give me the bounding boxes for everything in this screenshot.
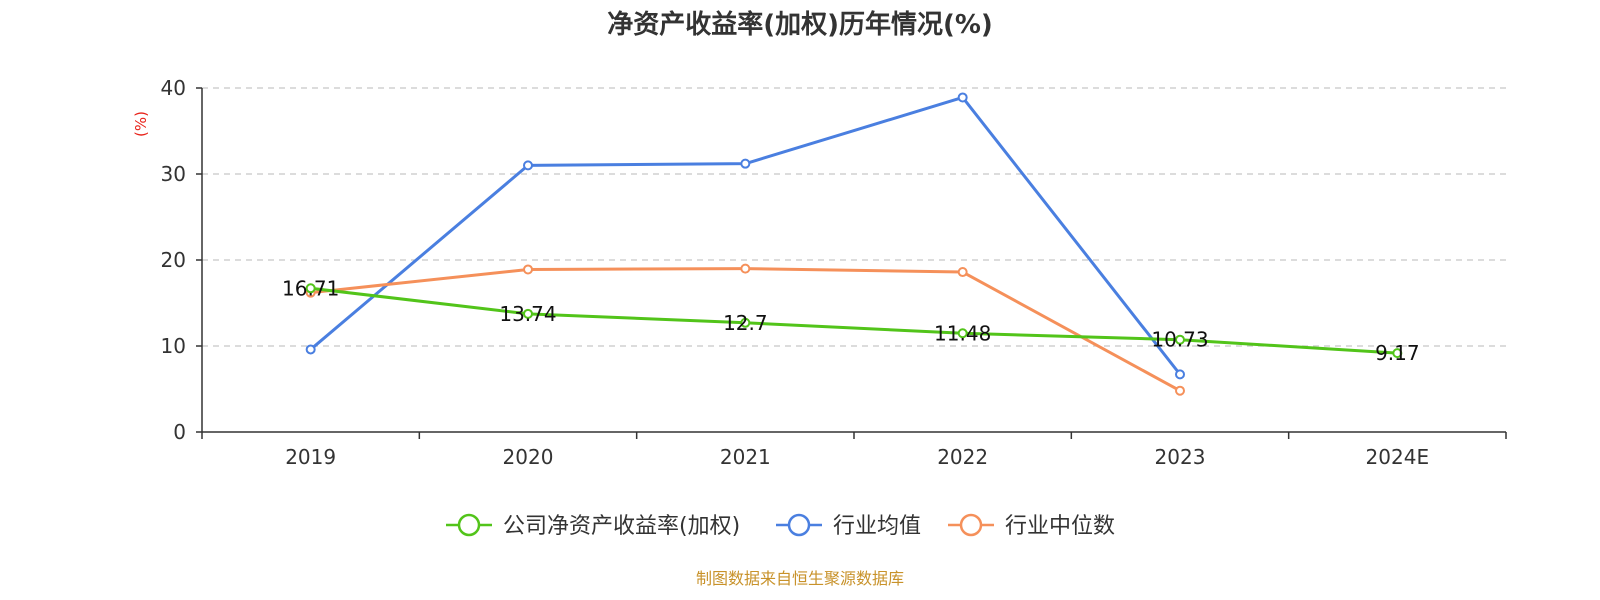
- data-point: [1175, 385, 1185, 396]
- data-point: [1392, 348, 1403, 359]
- chart-title: 净资产收益率(加权)历年情况(%): [607, 9, 993, 40]
- legend-label: 行业均值: [833, 514, 921, 539]
- x-tick-label: 2023: [1155, 445, 1206, 469]
- data-point: [305, 344, 316, 355]
- series-line-0: [310, 286, 1398, 355]
- data-label: 16.71: [282, 276, 339, 300]
- x-tick-label: 2022: [937, 445, 988, 469]
- y-tick-label: 20: [161, 248, 186, 272]
- grid-lines: [202, 87, 1506, 347]
- data-point: [1175, 334, 1185, 345]
- legend-marker: [787, 513, 811, 537]
- data-point: [740, 317, 751, 328]
- y-tick-label: 10: [161, 334, 186, 358]
- legend-label: 公司净资产收益率(加权): [503, 514, 740, 539]
- legend-marker: [959, 513, 983, 537]
- y-tick-label: 30: [161, 162, 186, 186]
- y-axis-label: (%): [132, 111, 150, 137]
- data-label: 12.7: [723, 311, 768, 335]
- x-tick-label: 2020: [503, 445, 554, 469]
- x-axis-ticks: 2019 2020 2021 2022 2023 2024E: [201, 432, 1507, 469]
- legend-item: 行业中位数: [948, 513, 1115, 539]
- x-tick-label: 2024E: [1366, 445, 1430, 469]
- data-label: 9.17: [1375, 341, 1420, 365]
- data-point: [523, 160, 533, 171]
- data-labels: 16.71 13.74 12.7 11.48 10.73 9.17: [282, 276, 1420, 365]
- data-label: 11.48: [934, 321, 991, 345]
- data-point: [523, 264, 533, 275]
- data-source-credit: 制图数据来自恒生聚源数据库: [696, 569, 904, 588]
- data-point: [740, 263, 751, 274]
- legend-label: 行业中位数: [1005, 514, 1115, 539]
- data-point: [957, 328, 968, 339]
- data-point: [957, 92, 968, 103]
- legend-item: 公司净资产收益率(加权): [446, 513, 740, 539]
- data-point: [957, 267, 968, 278]
- x-tick-label: 2021: [720, 445, 771, 469]
- y-tick-label: 40: [161, 76, 186, 100]
- data-point: [740, 158, 751, 169]
- legend-item: 行业均值: [776, 513, 921, 539]
- x-tick-label: 2019: [285, 445, 336, 469]
- series-points: [305, 92, 1403, 396]
- legend-marker: [457, 513, 481, 537]
- legend: 公司净资产收益率(加权) 行业均值 行业中位数: [446, 513, 1115, 539]
- data-point: [523, 308, 533, 319]
- series-lines: [309, 95, 1398, 393]
- y-tick-label: 0: [173, 420, 186, 444]
- data-point: [1175, 369, 1185, 380]
- data-label: 13.74: [499, 302, 556, 326]
- data-point: [305, 283, 316, 294]
- y-axis-ticks: 0 10 20 30 40: [161, 76, 202, 444]
- data-label: 10.73: [1151, 328, 1208, 352]
